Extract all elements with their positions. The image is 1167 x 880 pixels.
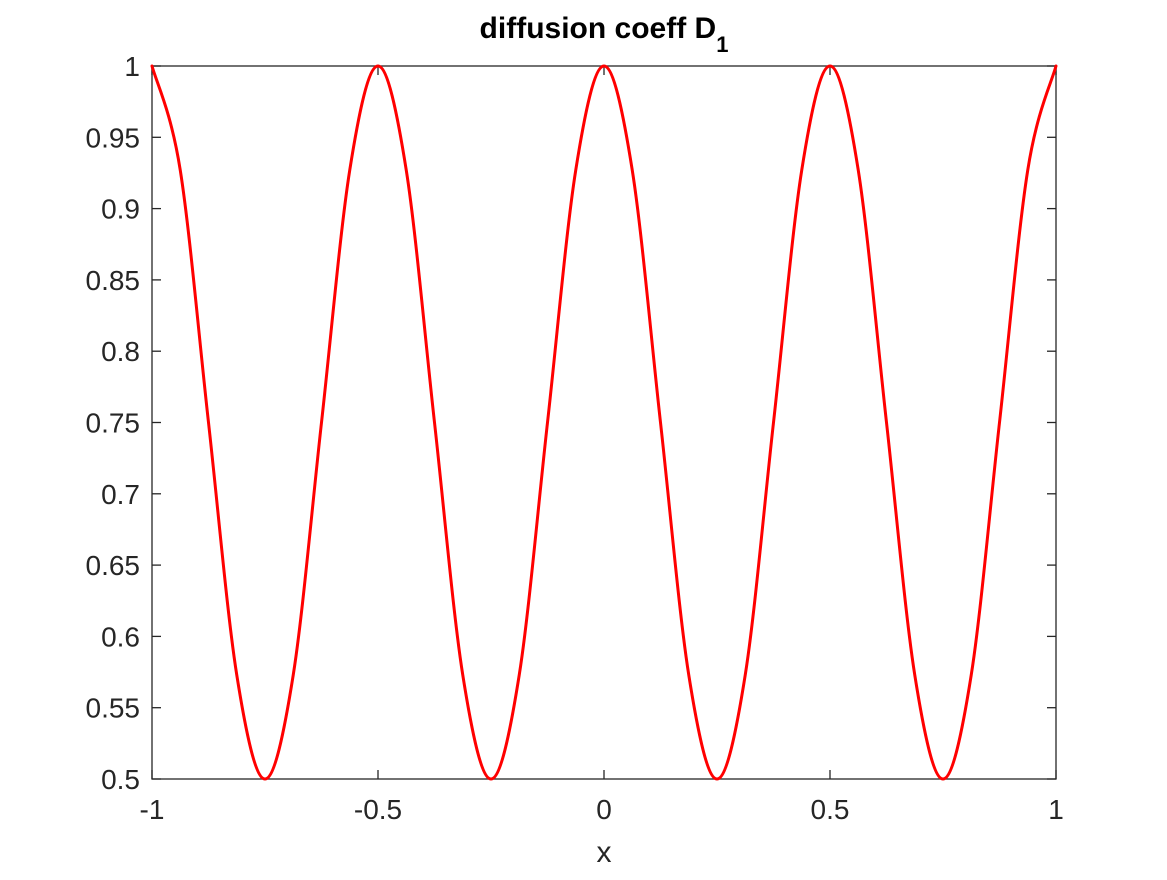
chart-title: diffusion coeff D1: [480, 12, 729, 57]
x-tick-label: 1: [1048, 794, 1064, 825]
y-tick-label: 0.7: [101, 479, 140, 510]
x-tick-label: 0: [596, 794, 612, 825]
y-tick-label: 0.8: [101, 336, 140, 367]
y-tick-label: 0.55: [86, 693, 141, 724]
x-tick-label: -1: [140, 794, 165, 825]
series-line: [150, 64, 1058, 781]
plot-area: -1 -0.5 0 0.5 1 0.5 0.55 0.6 0.65 0.7 0.75 0.8 0.85 0…: [86, 51, 1064, 825]
chart-title-main: diffusion coeff D: [480, 12, 717, 45]
y-tick-label: 1: [124, 51, 140, 82]
y-tick-label: 0.75: [86, 408, 141, 439]
x-tick-label: -0.5: [354, 794, 402, 825]
y-tick-label: 0.5: [101, 764, 140, 795]
y-tick-label: 0.85: [86, 265, 141, 296]
chart-title-subscript: 1: [716, 32, 728, 57]
y-tick-label: 0.65: [86, 550, 141, 581]
y-tick-label: 0.6: [101, 621, 140, 652]
x-axis-label: x: [597, 836, 612, 869]
x-tick-label: 0.5: [811, 794, 850, 825]
y-tick-label: 0.9: [101, 194, 140, 225]
y-tick-label: 0.95: [86, 122, 141, 153]
